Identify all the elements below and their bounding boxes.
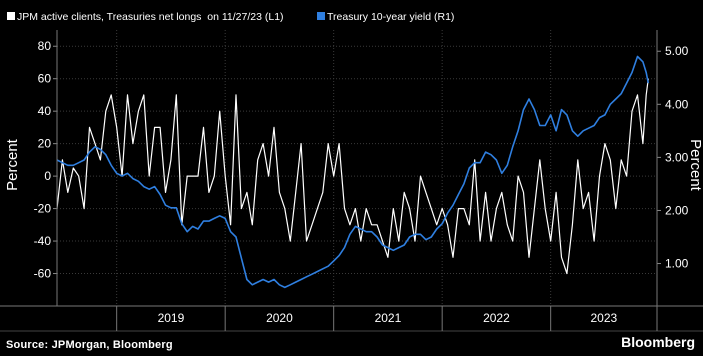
legend-swatch-jpm <box>7 12 15 20</box>
legend-label-jpm: JPM active clients, Treasuries net longs… <box>17 11 284 23</box>
legend-swatch-treasury <box>317 12 325 20</box>
legend-entry-treasury: Treasury 10-year yield (R1) <box>317 11 454 23</box>
left-axis-tick-label: 80 <box>38 39 52 53</box>
left-axis-tick-label: -60 <box>34 267 52 281</box>
left-axis-tick-label: 40 <box>38 104 52 118</box>
plot-area <box>56 55 650 289</box>
x-axis-tick-label: 2023 <box>590 311 617 325</box>
legend-label-treasury: Treasury 10-year yield (R1) <box>327 11 454 23</box>
left-axis: Percent -60 -40 -20 0 20 40 60 80 <box>4 30 58 306</box>
grid <box>57 30 657 306</box>
left-axis-tick-label: 20 <box>38 137 52 151</box>
x-axis-tick-label: 2022 <box>483 311 510 325</box>
right-axis-label: Percent <box>687 139 703 192</box>
x-axis: 2019 2020 2021 2022 2023 <box>0 305 703 332</box>
legend-entry-jpm: JPM active clients, Treasuries net longs… <box>7 11 284 23</box>
left-axis-tick-label: -40 <box>34 234 52 248</box>
right-axis-tick-label: 4.00 <box>665 97 689 111</box>
x-axis-tick-label: 2021 <box>375 311 402 325</box>
x-axis-tick-label: 2020 <box>266 311 293 325</box>
series-line-treasury-yield <box>56 55 650 289</box>
right-axis-tick-label: 3.00 <box>665 150 689 164</box>
left-axis-tick-label: 0 <box>44 169 51 183</box>
legend: JPM active clients, Treasuries net longs… <box>7 11 454 23</box>
right-axis: Percent 1.00 2.00 3.00 4.00 5.00 <box>656 30 703 306</box>
right-axis-tick-label: 1.00 <box>665 257 689 271</box>
right-axis-tick-label: 5.00 <box>665 44 689 58</box>
source-note: Source: JPMorgan, Bloomberg <box>6 339 173 351</box>
left-axis-tick-label: -20 <box>34 202 52 216</box>
right-axis-tick-label: 2.00 <box>665 203 689 217</box>
series-line-jpm-net-longs <box>56 78 649 275</box>
left-axis-label: Percent <box>4 138 21 191</box>
bloomberg-logo: Bloomberg <box>621 334 695 350</box>
left-axis-tick-label: 60 <box>38 72 52 86</box>
x-axis-tick-label: 2019 <box>158 311 185 325</box>
